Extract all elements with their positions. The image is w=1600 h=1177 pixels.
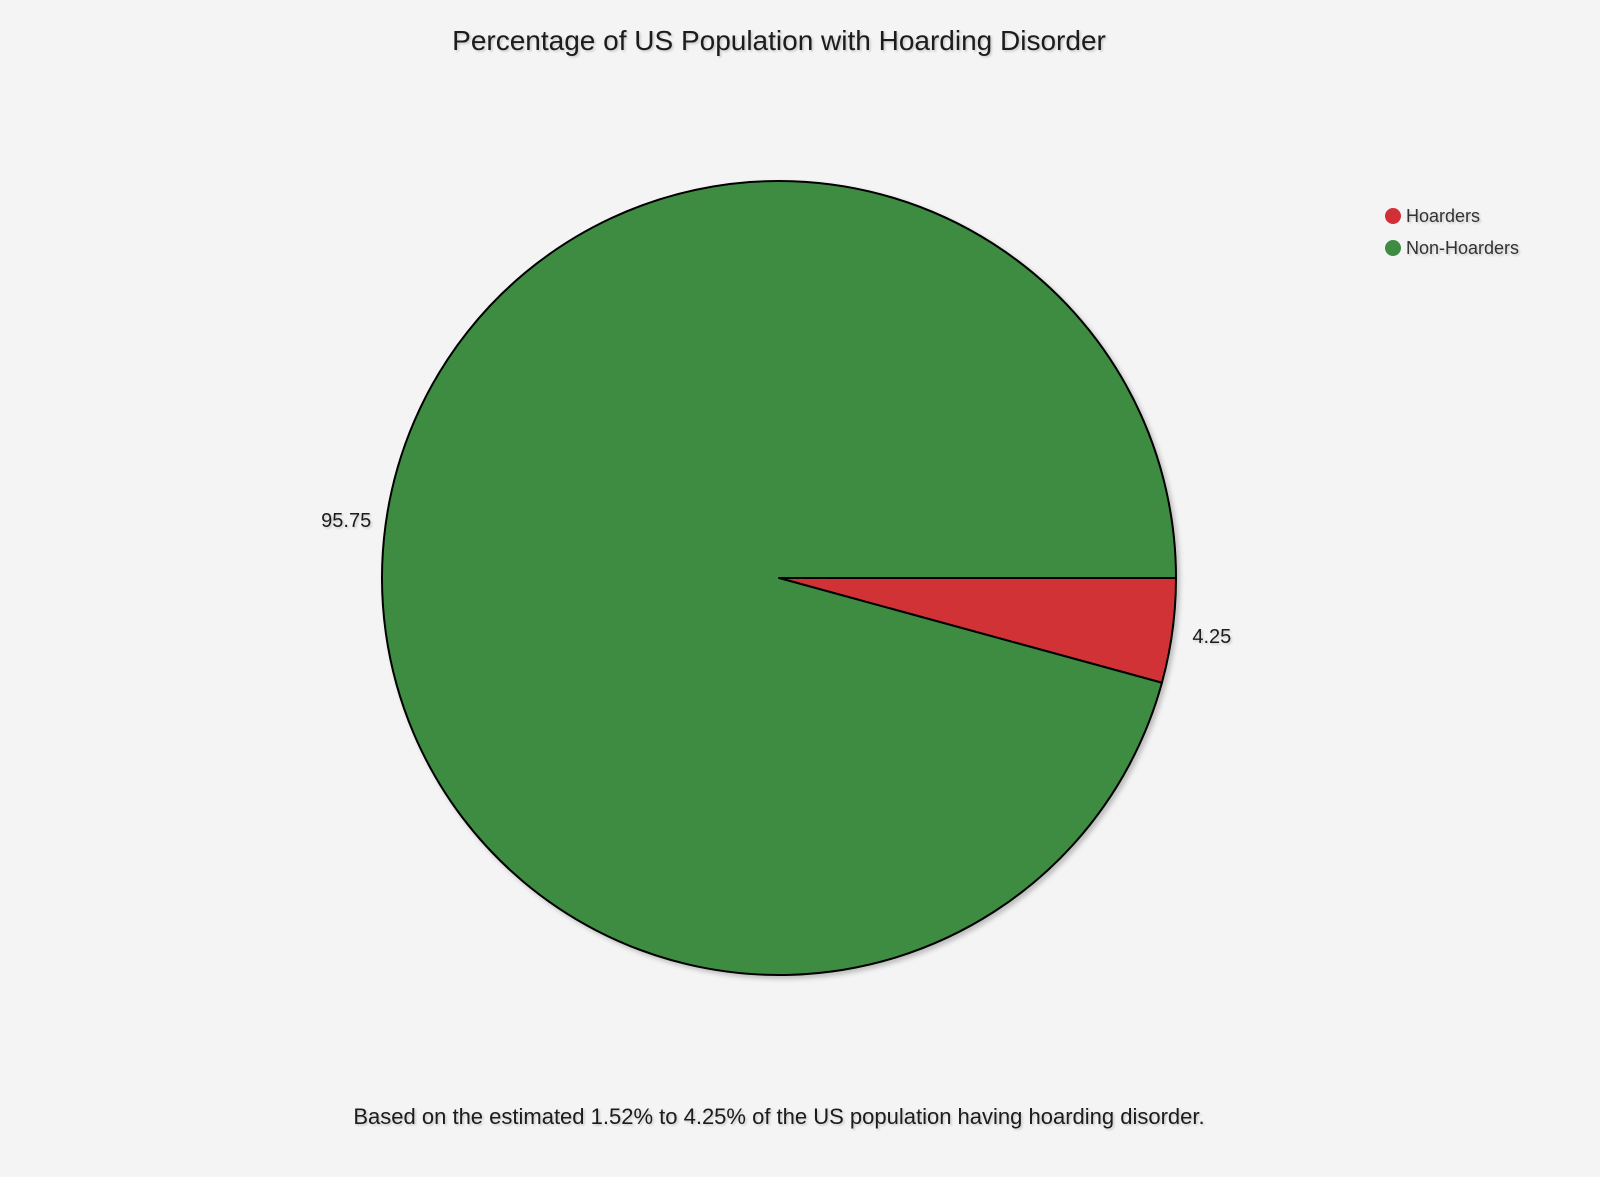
slice-value-label: 4.25	[1192, 626, 1231, 648]
legend-label: Non-Hoarders	[1406, 238, 1519, 258]
chart-caption: Based on the estimated 1.52% to 4.25% of…	[353, 1104, 1204, 1129]
pie-slices	[381, 180, 1177, 976]
legend-swatch	[1385, 240, 1401, 256]
legend-swatch	[1385, 208, 1401, 224]
pie-slice-non-hoarders	[381, 180, 1177, 976]
chart-title: Percentage of US Population with Hoardin…	[452, 25, 1106, 56]
pie-slice-labels: 4.25 95.75	[321, 510, 1231, 648]
legend: Hoarders Non-Hoarders	[1385, 206, 1519, 258]
slice-value-label: 95.75	[321, 510, 371, 532]
legend-label: Hoarders	[1406, 206, 1480, 226]
